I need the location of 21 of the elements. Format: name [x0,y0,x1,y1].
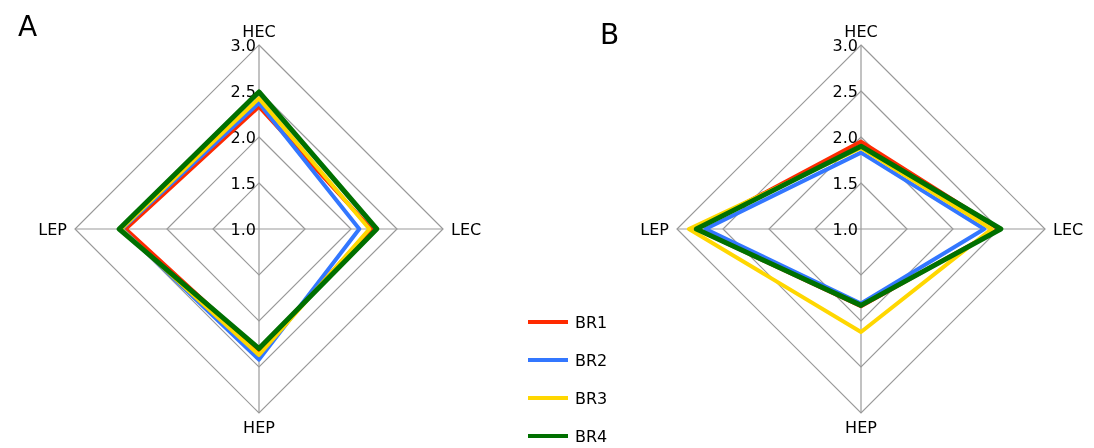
y-tick-label: 1.0 [230,220,256,239]
legend-label: BR2 [575,351,608,370]
spoke-label: HEP [845,418,878,437]
legend-label: BR3 [575,389,608,408]
y-tick-label: 1.0 [832,220,858,239]
chart-title: A [18,10,38,43]
y-tick-label: 1.5 [230,174,256,193]
y-tick-label: 1.5 [832,174,858,193]
y-tick-label: 3.0 [230,36,256,55]
y-tick-label: 2.5 [832,82,858,101]
y-tick-label: 2.0 [230,128,256,147]
spoke-label: LEC [1053,220,1084,239]
spoke-label: HEP [243,418,276,437]
spoke-label: LEC [451,220,482,239]
y-tick-label: 3.0 [832,36,858,55]
legend-label: BR1 [575,313,608,332]
chart-title: B [600,18,620,51]
spoke-label: LEP [640,220,670,239]
y-tick-label: 2.0 [832,128,858,147]
spoke-label: LEP [38,220,68,239]
legend-label: BR4 [575,427,608,446]
